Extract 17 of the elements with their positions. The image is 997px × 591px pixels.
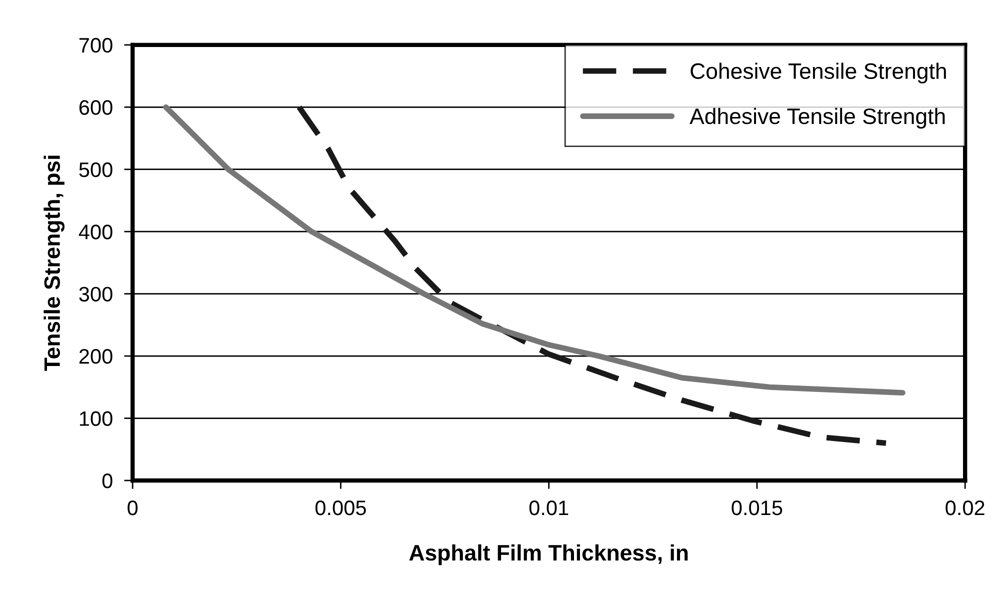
- x-tick-label: 0.015: [732, 500, 782, 516]
- y-tick-label: 400: [78, 224, 112, 240]
- legend-label: Adhesive Tensile Strength: [690, 108, 945, 129]
- y-tick-label: 0: [102, 473, 112, 488]
- y-tick-label: 300: [79, 286, 112, 302]
- y-tick-label: 200: [79, 349, 112, 364]
- x-tick-label: 0.02: [946, 500, 984, 516]
- x-axis-title: Asphalt Film Thickness, in: [409, 544, 688, 566]
- y-axis-title: Tensile Strength, psi: [44, 156, 65, 371]
- x-tick-label: 0: [128, 500, 138, 516]
- x-tick-label: 0.01: [529, 500, 568, 516]
- legend-label: Cohesive Tensile Strength: [690, 62, 946, 84]
- y-tick-label: 100: [80, 411, 112, 426]
- y-tick-label: 600: [79, 100, 112, 115]
- y-tick-label: 700: [79, 38, 112, 53]
- x-tick-label: 0.005: [315, 500, 366, 516]
- y-tick-label: 500: [79, 162, 112, 178]
